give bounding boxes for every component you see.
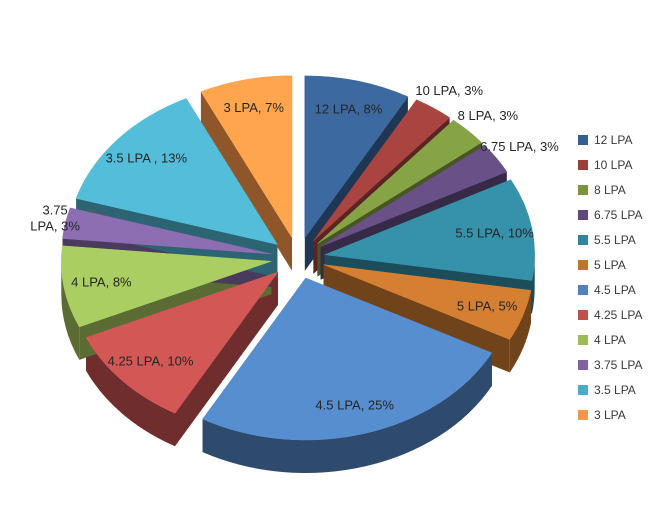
legend-swatch-3-5-lpa: [578, 384, 588, 395]
legend-item-12-lpa: 12 LPA: [578, 127, 642, 152]
legend-label: 3.75 LPA: [594, 357, 643, 372]
label-leader-line: [84, 208, 106, 216]
slice-label-4-lpa: 4 LPA, 8%: [71, 275, 132, 290]
legend-label: 8 LPA: [594, 182, 626, 197]
pie-slice-10-lpa: [313, 99, 451, 242]
pie-slice-side-3-lpa: [200, 91, 292, 271]
legend-swatch-4-lpa: [578, 334, 588, 345]
pie-slice-5-lpa: [323, 264, 532, 340]
legend-item-5-5-lpa: 5.5 LPA: [578, 227, 642, 252]
pie-slice-rim-5-lpa: [509, 290, 531, 373]
legend-swatch-4-25-lpa: [578, 309, 588, 320]
legend-item-6-75-lpa: 6.75 LPA: [578, 202, 642, 227]
pie-slice-4-5-lpa: [202, 277, 493, 441]
legend-swatch-6-75-lpa: [578, 209, 588, 220]
pie-slice-4-lpa: [61, 245, 272, 328]
slice-label-5-5-lpa: 5.5 LPA, 10%: [455, 226, 534, 241]
legend-swatch-10-lpa: [578, 159, 588, 170]
legend-item-4-25-lpa: 4.25 LPA: [578, 302, 642, 327]
legend-label: 6.75 LPA: [594, 207, 643, 222]
chart-legend: 12 LPA 10 LPA 8 LPA 6.75 LPA 5.5 LPA 5 LPA 4.5…: [578, 127, 642, 427]
slice-label-3-5-lpa: 3.5 LPA , 13%: [106, 150, 188, 165]
legend-swatch-5-lpa: [578, 259, 588, 270]
pie-slice-6-75-lpa: [320, 145, 508, 247]
legend-label: 5.5 LPA: [594, 232, 636, 247]
slice-label-4-5-lpa: 4.5 LPA, 25%: [315, 397, 394, 412]
slice-label-12-lpa: 12 LPA, 8%: [315, 101, 383, 116]
legend-swatch-3-lpa: [578, 409, 588, 420]
pie-slice-rim-4-25-lpa: [86, 337, 175, 447]
legend-item-4-5-lpa: 4.5 LPA: [578, 277, 642, 302]
slice-label-10-lpa: 10 LPA, 3%: [415, 83, 483, 98]
legend-swatch-8-lpa: [578, 184, 588, 195]
pie-slice-12-lpa: [304, 75, 409, 239]
legend-item-3-5-lpa: 3.5 LPA: [578, 377, 642, 402]
legend-item-4-lpa: 4 LPA: [578, 327, 642, 352]
slice-label-8-lpa: 8 LPA, 3%: [458, 108, 519, 123]
pie-slice-rim-4-lpa: [61, 261, 80, 360]
legend-item-5-lpa: 5 LPA: [578, 252, 642, 277]
legend-item-8-lpa: 8 LPA: [578, 177, 642, 202]
legend-item-3-75-lpa: 3.75 LPA: [578, 352, 642, 377]
legend-label: 12 LPA: [594, 132, 633, 147]
slice-label-5-lpa: 5 LPA, 5%: [457, 298, 518, 313]
legend-swatch-12-lpa: [578, 134, 588, 145]
legend-swatch-5-5-lpa: [578, 234, 588, 245]
slice-label-4-25-lpa: 4.25 LPA, 10%: [108, 353, 194, 368]
legend-label: 4.25 LPA: [594, 307, 643, 322]
legend-label: 4.5 LPA: [594, 282, 636, 297]
pie-slice-5-5-lpa: [323, 179, 535, 281]
legend-item-10-lpa: 10 LPA: [578, 152, 642, 177]
legend-label: 3 LPA: [594, 407, 626, 422]
slice-label-3-75-lpa: 3.75 LPA, 3%: [30, 203, 80, 234]
legend-label: 5 LPA: [594, 257, 626, 272]
legend-label: 4 LPA: [594, 332, 626, 347]
pie-slice-8-lpa: [317, 119, 483, 244]
legend-swatch-4-5-lpa: [578, 284, 588, 295]
pie-slice-3-75-lpa: [62, 207, 272, 255]
slice-label-6-75-lpa: 6.75 LPA, 3%: [480, 139, 559, 154]
legend-label: 10 LPA: [594, 157, 633, 172]
pie-slice-side-4-25-lpa: [175, 272, 278, 447]
pie-slice-4-25-lpa: [85, 271, 279, 414]
pie-slice-3-lpa: [200, 75, 293, 239]
legend-item-3-lpa: 3 LPA: [578, 402, 642, 427]
pie-slice-rim-4-5-lpa: [202, 352, 492, 473]
legend-swatch-3-75-lpa: [578, 359, 588, 370]
legend-label: 3.5 LPA: [594, 382, 636, 397]
pie-tops: [61, 75, 535, 441]
pie-labels: 12 LPA, 8% 10 LPA, 3% 8 LPA, 3% 6.75 LPA, 3…: [30, 83, 559, 412]
pie-slice-3-5-lpa: [75, 98, 278, 245]
slice-label-3-lpa: 3 LPA, 7%: [223, 100, 284, 115]
